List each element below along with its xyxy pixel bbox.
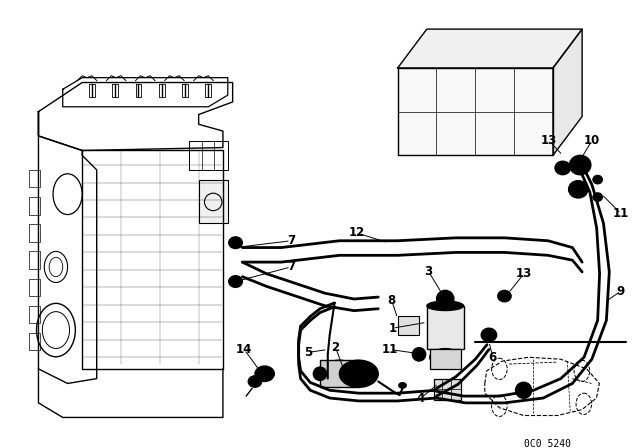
- Ellipse shape: [593, 175, 602, 184]
- Text: 4: 4: [417, 392, 425, 405]
- Bar: [433, 379, 461, 400]
- Text: 11: 11: [382, 343, 398, 356]
- Bar: [189, 141, 228, 170]
- Ellipse shape: [228, 276, 243, 287]
- Text: 14: 14: [236, 343, 252, 356]
- Ellipse shape: [339, 360, 378, 388]
- Text: 6: 6: [489, 351, 497, 364]
- Bar: [29, 170, 40, 187]
- Ellipse shape: [481, 328, 497, 342]
- Bar: [429, 349, 461, 369]
- Text: 3: 3: [425, 265, 433, 278]
- Polygon shape: [397, 68, 553, 155]
- Bar: [198, 180, 228, 223]
- Text: 2: 2: [332, 341, 340, 354]
- Ellipse shape: [570, 155, 591, 175]
- Ellipse shape: [427, 301, 463, 310]
- Bar: [29, 197, 40, 215]
- Polygon shape: [397, 29, 582, 68]
- Bar: [29, 251, 40, 269]
- Ellipse shape: [568, 181, 588, 198]
- Bar: [29, 279, 40, 296]
- Text: 5: 5: [304, 346, 312, 359]
- Ellipse shape: [255, 366, 275, 382]
- Bar: [320, 360, 359, 388]
- Text: 11: 11: [613, 207, 629, 220]
- Ellipse shape: [555, 161, 570, 175]
- Ellipse shape: [412, 348, 426, 361]
- Ellipse shape: [399, 383, 406, 388]
- Ellipse shape: [593, 193, 602, 202]
- Ellipse shape: [515, 382, 532, 399]
- Ellipse shape: [313, 367, 327, 380]
- Ellipse shape: [320, 360, 359, 388]
- Bar: [29, 306, 40, 323]
- Ellipse shape: [228, 237, 243, 249]
- Ellipse shape: [429, 349, 461, 366]
- Text: 13: 13: [516, 267, 532, 280]
- Bar: [29, 224, 40, 242]
- Text: 0C0 5240: 0C0 5240: [524, 439, 572, 448]
- Text: 7: 7: [287, 260, 295, 273]
- Text: 13: 13: [541, 134, 557, 147]
- Ellipse shape: [436, 290, 454, 308]
- Text: 10: 10: [584, 134, 600, 147]
- Bar: [427, 306, 463, 349]
- Text: 1: 1: [388, 322, 397, 335]
- Text: 9: 9: [617, 285, 625, 298]
- Text: 12: 12: [349, 227, 365, 240]
- Text: 8: 8: [388, 294, 396, 307]
- Bar: [29, 333, 40, 350]
- Ellipse shape: [248, 376, 262, 388]
- Text: 7: 7: [287, 234, 295, 247]
- Ellipse shape: [498, 290, 511, 302]
- Bar: [397, 315, 419, 335]
- Polygon shape: [553, 29, 582, 155]
